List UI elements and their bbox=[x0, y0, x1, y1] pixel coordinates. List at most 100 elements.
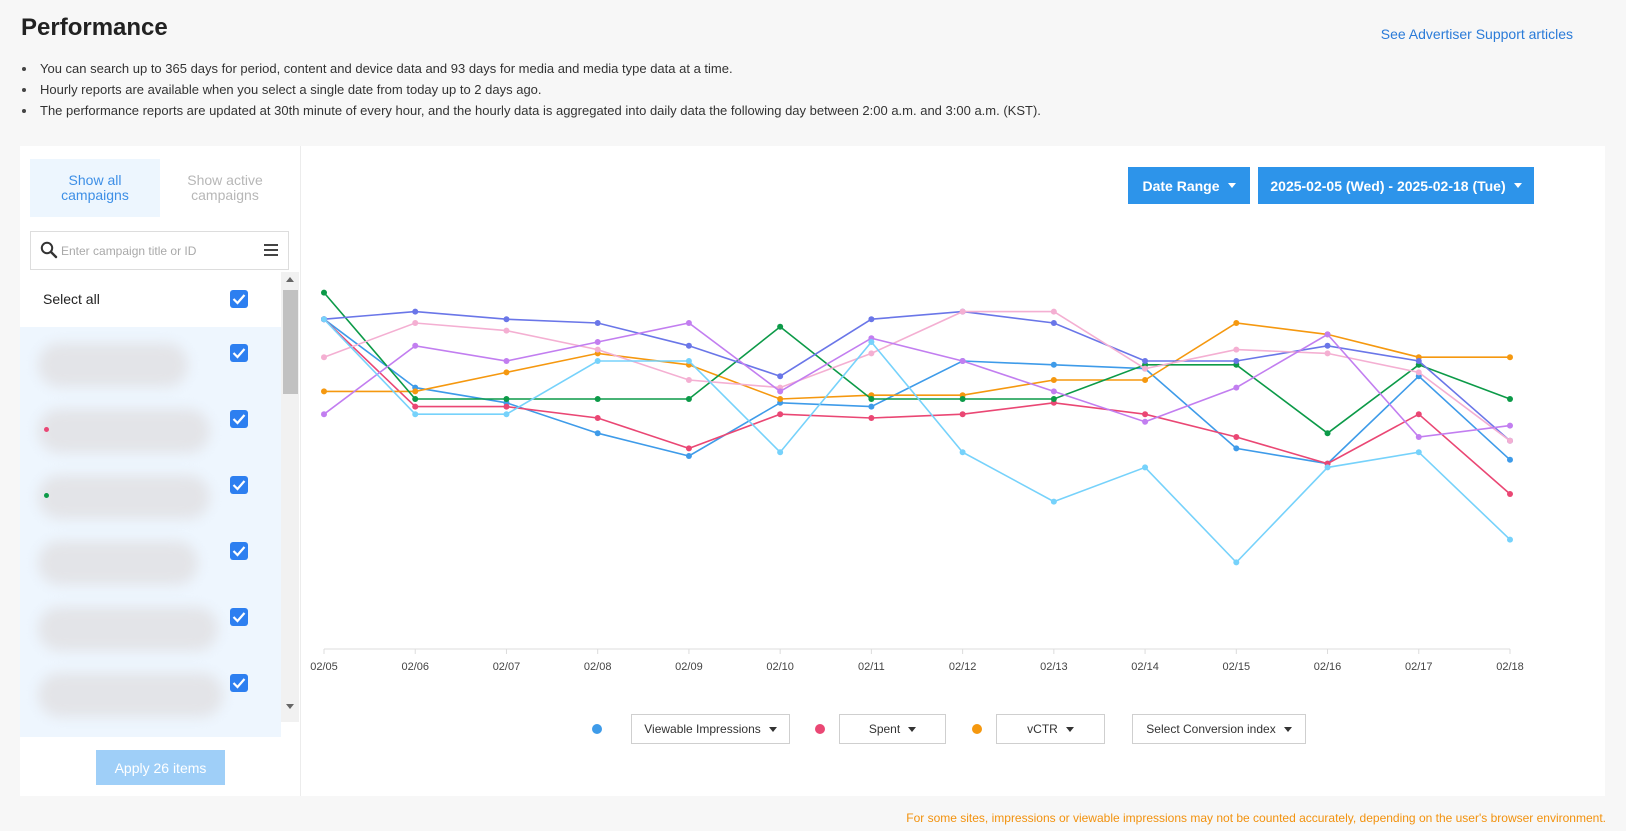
data-point[interactable] bbox=[1050, 377, 1057, 383]
tab-show-active-campaigns[interactable]: Show active campaigns bbox=[160, 159, 290, 217]
data-point[interactable] bbox=[685, 358, 692, 364]
data-point[interactable] bbox=[412, 342, 419, 349]
tab-show-all-campaigns[interactable]: Show all campaigns bbox=[30, 159, 160, 217]
data-point[interactable] bbox=[1507, 456, 1513, 463]
campaign-row[interactable] bbox=[20, 459, 281, 525]
data-point[interactable] bbox=[1507, 437, 1513, 444]
data-point[interactable] bbox=[1050, 361, 1057, 368]
support-link[interactable]: See Advertiser Support articles bbox=[1380, 26, 1573, 42]
data-point[interactable] bbox=[685, 453, 692, 459]
data-point[interactable] bbox=[1050, 388, 1057, 395]
scroll-down-icon[interactable] bbox=[286, 704, 294, 709]
data-point[interactable] bbox=[594, 430, 601, 437]
data-point[interactable] bbox=[321, 289, 327, 296]
data-point[interactable] bbox=[1324, 430, 1331, 437]
data-point[interactable] bbox=[594, 346, 601, 353]
data-point[interactable] bbox=[1050, 396, 1057, 402]
data-point[interactable] bbox=[503, 403, 510, 410]
data-point[interactable] bbox=[1415, 358, 1422, 364]
data-point[interactable] bbox=[321, 316, 327, 323]
data-point[interactable] bbox=[777, 411, 784, 418]
data-point[interactable] bbox=[868, 339, 875, 345]
scroll-thumb[interactable] bbox=[283, 290, 298, 394]
data-point[interactable] bbox=[594, 415, 601, 421]
data-point[interactable] bbox=[685, 396, 692, 402]
data-point[interactable] bbox=[594, 320, 601, 326]
data-point[interactable] bbox=[1507, 354, 1513, 361]
data-point[interactable] bbox=[1142, 418, 1149, 425]
campaign-row[interactable] bbox=[20, 393, 281, 459]
data-point[interactable] bbox=[1415, 434, 1422, 440]
campaign-row[interactable] bbox=[20, 525, 281, 591]
data-point[interactable] bbox=[321, 388, 327, 395]
data-point[interactable] bbox=[1233, 358, 1240, 364]
conversion-index-select[interactable]: Select Conversion index bbox=[1132, 714, 1306, 744]
data-point[interactable] bbox=[594, 339, 601, 345]
data-point[interactable] bbox=[685, 320, 692, 326]
data-point[interactable] bbox=[1507, 396, 1513, 402]
data-point[interactable] bbox=[959, 396, 966, 402]
data-point[interactable] bbox=[1142, 464, 1149, 471]
data-point[interactable] bbox=[777, 373, 784, 380]
data-point[interactable] bbox=[1415, 369, 1422, 376]
data-point[interactable] bbox=[594, 358, 601, 364]
metric1-select[interactable]: Viewable Impressions bbox=[631, 714, 790, 744]
data-point[interactable] bbox=[412, 396, 419, 402]
data-point[interactable] bbox=[685, 377, 692, 383]
data-point[interactable] bbox=[685, 342, 692, 349]
data-point[interactable] bbox=[1507, 536, 1513, 543]
data-point[interactable] bbox=[412, 308, 419, 315]
data-point[interactable] bbox=[959, 358, 966, 364]
list-menu-icon[interactable] bbox=[264, 244, 278, 256]
data-point[interactable] bbox=[959, 411, 966, 418]
data-point[interactable] bbox=[777, 449, 784, 456]
data-point[interactable] bbox=[412, 403, 419, 410]
scroll-up-icon[interactable] bbox=[286, 277, 294, 282]
data-point[interactable] bbox=[868, 396, 875, 402]
list-scrollbar[interactable] bbox=[281, 272, 299, 722]
data-point[interactable] bbox=[1507, 422, 1513, 429]
data-point[interactable] bbox=[1233, 434, 1240, 440]
data-point[interactable] bbox=[959, 308, 966, 315]
campaign-row[interactable] bbox=[20, 591, 281, 657]
campaign-row[interactable] bbox=[20, 657, 281, 723]
data-point[interactable] bbox=[959, 449, 966, 456]
campaign-row[interactable] bbox=[20, 327, 281, 393]
data-point[interactable] bbox=[868, 316, 875, 323]
data-point[interactable] bbox=[594, 396, 601, 402]
apply-button[interactable]: Apply 26 items bbox=[96, 750, 225, 785]
data-point[interactable] bbox=[1324, 342, 1331, 349]
campaign-checkbox[interactable] bbox=[230, 674, 248, 692]
data-point[interactable] bbox=[868, 350, 875, 357]
select-all-row[interactable]: Select all bbox=[20, 272, 281, 327]
data-point[interactable] bbox=[1233, 559, 1240, 566]
data-point[interactable] bbox=[503, 316, 510, 323]
select-all-checkbox[interactable] bbox=[230, 290, 248, 308]
data-point[interactable] bbox=[868, 403, 875, 410]
data-point[interactable] bbox=[1415, 411, 1422, 418]
data-point[interactable] bbox=[1142, 377, 1149, 383]
date-value-button[interactable]: 2025-02-05 (Wed) - 2025-02-18 (Tue) bbox=[1258, 167, 1534, 204]
data-point[interactable] bbox=[503, 369, 510, 376]
campaign-checkbox[interactable] bbox=[230, 410, 248, 428]
data-point[interactable] bbox=[1142, 365, 1149, 372]
data-point[interactable] bbox=[503, 358, 510, 364]
date-range-button[interactable]: Date Range bbox=[1128, 167, 1250, 204]
data-point[interactable] bbox=[1507, 491, 1513, 497]
search-input[interactable] bbox=[61, 239, 251, 263]
data-point[interactable] bbox=[1233, 346, 1240, 353]
data-point[interactable] bbox=[1324, 350, 1331, 357]
campaign-checkbox[interactable] bbox=[230, 344, 248, 362]
data-point[interactable] bbox=[1324, 464, 1331, 471]
data-point[interactable] bbox=[1233, 320, 1240, 326]
data-point[interactable] bbox=[503, 411, 510, 418]
data-point[interactable] bbox=[412, 411, 419, 418]
campaign-checkbox[interactable] bbox=[230, 608, 248, 626]
data-point[interactable] bbox=[1050, 320, 1057, 326]
data-point[interactable] bbox=[1050, 498, 1057, 505]
data-point[interactable] bbox=[1233, 445, 1240, 452]
data-point[interactable] bbox=[1233, 384, 1240, 391]
data-point[interactable] bbox=[321, 354, 327, 361]
data-point[interactable] bbox=[503, 327, 510, 334]
data-point[interactable] bbox=[777, 388, 784, 395]
